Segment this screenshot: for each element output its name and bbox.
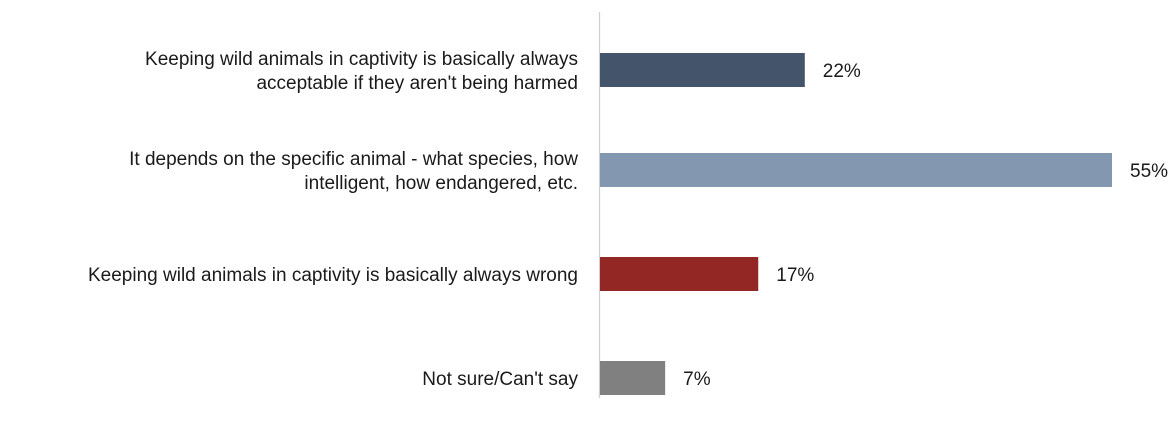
data-label-4: 7% (683, 369, 711, 390)
bar-3 (600, 257, 759, 291)
bar-4 (600, 361, 666, 395)
category-label-4: Not sure/Can't say (422, 369, 578, 390)
category-label-1-line-2: acceptable if they aren't being harmed (256, 73, 578, 94)
data-label-2: 55% (1130, 161, 1168, 182)
category-label-3: Keeping wild animals in captivity is bas… (88, 265, 578, 286)
bar-2 (600, 153, 1112, 187)
category-label-2-line-2: intelligent, how endangered, etc. (304, 173, 578, 194)
data-label-3: 17% (776, 265, 814, 286)
category-label-2-line-1: It depends on the specific animal - what… (129, 149, 578, 170)
bar-1 (600, 53, 805, 87)
data-label-1: 22% (823, 61, 861, 82)
category-label-1-line-1: Keeping wild animals in captivity is bas… (145, 49, 578, 70)
